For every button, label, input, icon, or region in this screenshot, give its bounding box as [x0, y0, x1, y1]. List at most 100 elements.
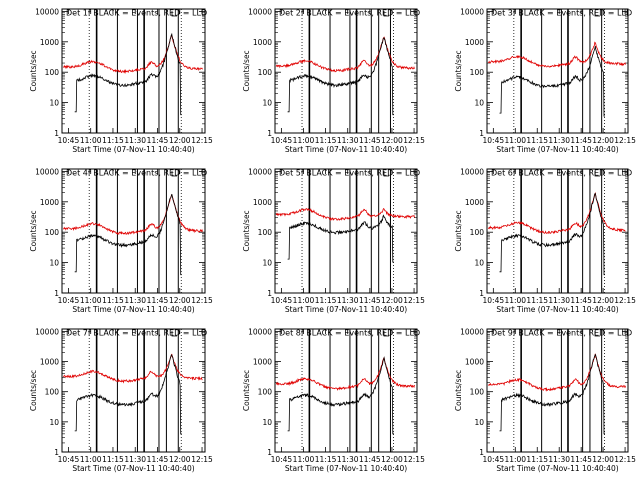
x-tick-label: 11:00 [504, 296, 526, 305]
x-tick-label: 11:45 [570, 136, 592, 145]
y-tick-label: 10 [474, 259, 484, 268]
y-tick-label: 100 [45, 228, 60, 237]
y-tick-label: 100 [258, 68, 273, 77]
plot-frame [274, 328, 418, 453]
x-tick-label: 11:15 [315, 136, 337, 145]
corner-bracket-mark [594, 11, 600, 17]
x-tick-label: 11:00 [504, 136, 526, 145]
x-tick-label: 12:15 [403, 296, 425, 305]
y-tick-label: 100 [470, 68, 485, 77]
y-tick-label: 100 [258, 388, 273, 397]
y-tick-label: 1000 [253, 198, 272, 207]
lld-series-line [62, 193, 203, 236]
x-tick-label: 11:15 [102, 455, 124, 464]
y-tick-label: 10000 [35, 327, 59, 336]
y-tick-label: 10 [262, 418, 272, 427]
y-tick-label: 10 [49, 259, 59, 268]
y-axis-label: Counts/sec [242, 210, 251, 251]
panel-title: Det 4f BLACK = Events, RED = LLD [66, 169, 207, 178]
x-tick-label: 11:30 [548, 296, 570, 305]
panel-det-3: Det 3f BLACK = Events, RED = LLD11010010… [454, 7, 636, 154]
x-tick-label: 11:00 [80, 296, 102, 305]
x-tick-label: 12:00 [381, 296, 403, 305]
y-tick-label: 1000 [40, 38, 59, 47]
x-tick-label: 11:00 [293, 136, 315, 145]
x-tick-label: 12:15 [403, 136, 425, 145]
y-tick-label: 1000 [40, 358, 59, 367]
x-tick-label: 11:45 [359, 296, 381, 305]
x-axis-label: Start Time (07-Nov-11 10:40:40) [285, 305, 407, 314]
x-tick-label: 11:30 [548, 136, 570, 145]
y-tick-label: 1 [54, 289, 59, 298]
events-series-line [74, 193, 182, 276]
x-tick-label: 11:15 [102, 136, 124, 145]
x-tick-label: 11:00 [293, 296, 315, 305]
plot-frame [486, 168, 629, 294]
y-axis-label: Counts/sec [454, 370, 463, 411]
events-series-line [74, 32, 182, 116]
x-tick-label: 12:15 [403, 455, 425, 464]
panel-det-7: Det 7f BLACK = Events, RED = LLD 1 10 100 10… [29, 327, 213, 473]
y-axis-label: Counts/sec [29, 210, 38, 251]
x-tick-label: 12:00 [169, 455, 191, 464]
plot-frame [486, 328, 629, 453]
x-axis-label: Start Time (07-Nov-11 10:40:40) [72, 464, 194, 473]
x-tick-label: 11:30 [337, 136, 359, 145]
lld-series-line [487, 41, 626, 68]
x-tick-label: 11:30 [124, 136, 146, 145]
x-tick-label: 10:45 [271, 455, 293, 464]
y-tick-label: 10000 [460, 7, 484, 16]
panel-det-8: Det 8f BLACK = Events, RED = LLD11010010… [242, 327, 425, 473]
lld-series-line [62, 353, 203, 384]
x-tick-label: 11:00 [80, 455, 102, 464]
x-tick-label: 11:30 [337, 296, 359, 305]
x-tick-label: 12:00 [381, 136, 403, 145]
x-tick-label: 11:30 [337, 455, 359, 464]
panel-title: Det 7f BLACK = Events, RED = LLD [66, 329, 207, 338]
x-tick-label: 11:15 [526, 296, 548, 305]
y-tick-label: 100 [45, 68, 60, 77]
x-tick-label: 11:15 [102, 296, 124, 305]
x-axis-label: Start Time (07-Nov-11 10:40:40) [285, 464, 407, 473]
y-axis-label: Counts/sec [29, 50, 38, 91]
x-tick-label: 10:45 [483, 455, 505, 464]
lld-series-line [275, 207, 415, 222]
x-tick-label: 11:30 [124, 455, 146, 464]
y-tick-label: 10000 [35, 167, 59, 176]
x-tick-label: 12:00 [592, 296, 614, 305]
x-tick-label: 11:15 [526, 455, 548, 464]
x-tick-label: 10:45 [58, 455, 80, 464]
x-tick-label: 12:15 [614, 136, 636, 145]
x-tick-label: 10:45 [483, 296, 505, 305]
y-tick-label: 100 [470, 388, 485, 397]
plot-frame [486, 8, 629, 134]
x-tick-label: 10:45 [271, 136, 293, 145]
y-tick-label: 10 [474, 99, 484, 108]
y-tick-label: 1 [267, 289, 272, 298]
x-tick-label: 12:00 [169, 296, 191, 305]
y-axis-label: Counts/sec [242, 370, 251, 411]
x-tick-label: 12:15 [614, 296, 636, 305]
events-series-line [74, 354, 182, 435]
x-tick-label: 12:15 [191, 296, 213, 305]
y-tick-label: 10000 [460, 327, 484, 336]
corner-bracket-mark [594, 331, 600, 337]
events-series-line [499, 192, 605, 276]
y-tick-label: 1000 [40, 198, 59, 207]
plot-frame [61, 328, 206, 453]
x-tick-label: 10:45 [58, 136, 80, 145]
y-tick-label: 1000 [253, 38, 272, 47]
panel-det-2: Det 2f BLACK = Events, RED = LLD11010010… [242, 7, 425, 154]
y-tick-label: 10000 [248, 327, 272, 336]
lld-series-line [275, 356, 415, 391]
x-tick-label: 12:00 [592, 455, 614, 464]
x-tick-label: 11:15 [526, 136, 548, 145]
y-axis-label: Counts/sec [29, 370, 38, 411]
x-tick-label: 11:00 [80, 136, 102, 145]
corner-bracket-mark [594, 171, 600, 177]
x-tick-label: 11:15 [315, 296, 337, 305]
x-tick-label: 11:00 [504, 455, 526, 464]
y-tick-label: 1 [479, 448, 484, 457]
y-tick-label: 1 [479, 129, 484, 138]
